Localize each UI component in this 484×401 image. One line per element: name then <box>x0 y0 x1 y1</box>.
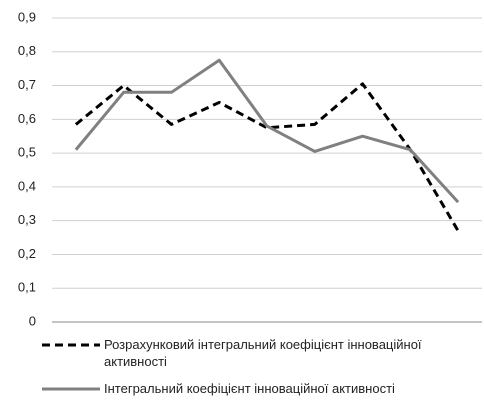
y-tick-label: 0,7 <box>18 77 36 92</box>
y-tick-label: 0,5 <box>18 145 36 160</box>
legend-item: Розрахунковий інтегральний коефіцієнт ін… <box>42 336 474 370</box>
series-line <box>74 82 460 232</box>
y-tick-label: 0,6 <box>18 111 36 126</box>
y-tick-label: 0,8 <box>18 43 36 58</box>
series-line <box>74 58 460 204</box>
y-tick-label: 0,1 <box>18 280 36 295</box>
y-tick-label: 0 <box>29 313 36 328</box>
legend-label: Розрахунковий інтегральний коефіцієнт ін… <box>104 337 422 369</box>
y-tick-label: 0,4 <box>18 178 36 193</box>
legend-swatch <box>42 343 100 347</box>
legend-item: Інтегральний коефіцієнт інноваційної акт… <box>42 380 474 397</box>
y-tick-label: 0,3 <box>18 212 36 227</box>
y-tick-label: 0,2 <box>18 246 36 261</box>
legend-label: Інтегральний коефіцієнт інноваційної акт… <box>104 381 395 396</box>
chart: 0 0,1 0,2 0,3 0,4 0,5 0,6 0,7 0,8 0,9 <box>18 9 482 328</box>
y-tick-label: 0,9 <box>18 9 36 24</box>
legend-swatch <box>42 387 100 391</box>
